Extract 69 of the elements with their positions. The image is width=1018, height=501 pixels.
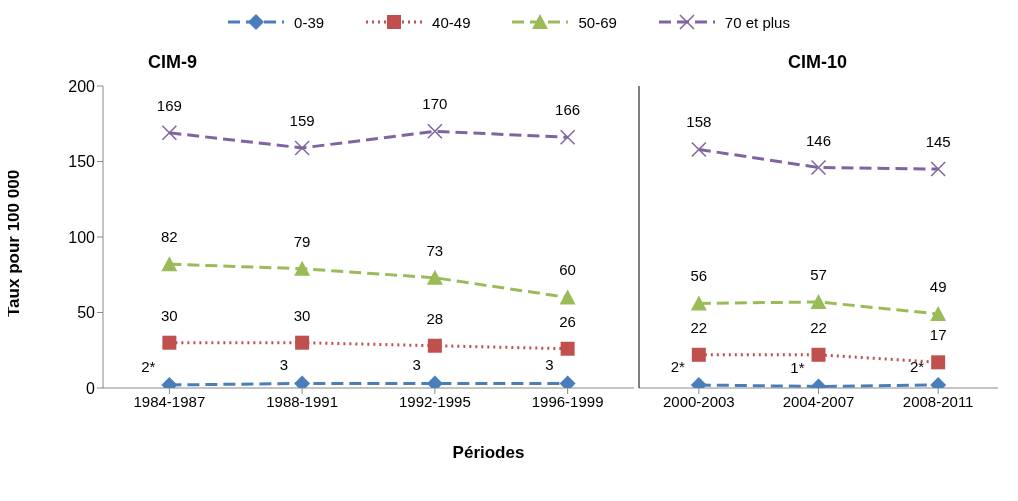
y-tick-label: 150 [68, 153, 96, 171]
point [691, 141, 707, 158]
data-label: 17 [929, 326, 947, 344]
point [294, 140, 310, 156]
point [560, 341, 575, 356]
x-tick-label: 1996-1999 [531, 392, 604, 410]
point [162, 335, 177, 350]
data-label: 56 [690, 267, 708, 285]
chart-title: CIM-9 [148, 52, 197, 73]
point [294, 260, 311, 276]
point [811, 347, 826, 362]
data-label: 146 [805, 131, 832, 149]
x-tick-label: 2008-2011 [902, 392, 974, 410]
x-tick-label: 1988-1991 [266, 392, 338, 410]
data-label: 2* [141, 357, 156, 375]
data-label: 3 [545, 356, 554, 374]
data-label: 79 [293, 232, 311, 250]
data-label: 60 [559, 261, 576, 279]
data-label: 3 [279, 356, 289, 374]
point [559, 129, 576, 146]
chart-title: CIM-10 [788, 52, 848, 73]
point [559, 289, 576, 305]
point [161, 125, 178, 141]
data-label: 57 [810, 265, 827, 283]
point [295, 335, 310, 350]
point [161, 256, 178, 272]
y-tick-label: 100 [68, 228, 96, 246]
data-label: 158 [686, 113, 712, 131]
y-axis-title: Taux pour 100 000 [4, 169, 24, 317]
data-label: 166 [555, 101, 581, 119]
data-label: 30 [293, 306, 311, 324]
data-label: 169 [156, 96, 182, 114]
legend-label: 70 et plus [724, 13, 790, 31]
data-label: 159 [289, 111, 315, 129]
data-label: 49 [929, 278, 947, 296]
data-label: 26 [559, 312, 576, 330]
legend-label: 0-39 [294, 13, 325, 31]
data-label: 2* [670, 357, 685, 375]
legend-label: 40-49 [432, 13, 471, 31]
data-label: 28 [426, 309, 444, 327]
point [691, 347, 706, 362]
data-label: 3 [412, 356, 421, 374]
x-axis-title: Périodes [452, 443, 525, 462]
point [931, 355, 946, 370]
x-tick-label: 1992-1995 [399, 392, 471, 410]
data-label: 82 [161, 228, 178, 246]
point [810, 159, 827, 176]
data-label: 170 [422, 95, 448, 113]
point [427, 123, 443, 140]
point [810, 293, 827, 309]
data-label: 145 [925, 133, 951, 151]
data-label: 2* [909, 357, 925, 375]
data-label: 73 [426, 241, 444, 259]
x-tick-label: 2004-2007 [782, 392, 855, 410]
point [690, 295, 707, 311]
y-tick-label: 50 [77, 304, 96, 322]
data-label: 1* [790, 359, 805, 377]
point [930, 161, 946, 177]
x-tick-label: 2000-2003 [662, 392, 735, 410]
data-label: 22 [810, 318, 827, 336]
y-tick-label: 200 [68, 77, 96, 95]
legend-label: 50-69 [578, 13, 617, 31]
y-tick-label: 0 [86, 379, 96, 397]
data-label: 22 [690, 318, 708, 336]
point [426, 269, 443, 285]
point [930, 306, 947, 322]
x-tick-label: 1984-1987 [133, 392, 206, 410]
point [427, 338, 442, 353]
data-label: 30 [161, 306, 178, 324]
